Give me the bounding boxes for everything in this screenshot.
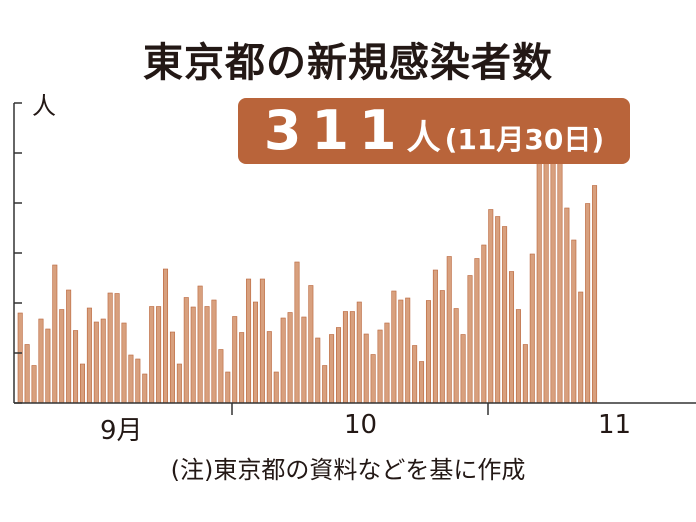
bar — [197, 285, 203, 404]
x-tick-label-sep: 9月 — [100, 416, 143, 446]
bar — [308, 285, 314, 404]
bar — [329, 334, 335, 404]
bar — [384, 322, 390, 404]
bar — [135, 358, 141, 404]
bar — [287, 312, 293, 404]
source-note: (注)東京都の資料などを基に作成 — [170, 456, 526, 484]
bar — [446, 256, 452, 404]
badge-unit: 人 — [406, 118, 441, 158]
bar — [356, 301, 362, 404]
bar — [24, 344, 30, 404]
bar — [273, 371, 279, 404]
bar — [252, 301, 258, 404]
bar — [564, 207, 570, 404]
bar — [522, 344, 528, 404]
bar — [550, 142, 556, 404]
bar — [398, 299, 404, 404]
bar — [100, 318, 106, 404]
bar — [232, 316, 238, 404]
bar — [239, 332, 245, 404]
bar — [38, 318, 44, 404]
bar — [121, 322, 127, 404]
bar — [107, 292, 113, 404]
bar — [336, 327, 342, 404]
bar — [495, 216, 501, 404]
bar — [453, 308, 459, 404]
bar — [114, 293, 120, 404]
bar — [294, 261, 300, 404]
bar — [529, 253, 535, 404]
bar — [142, 373, 148, 404]
bar — [425, 300, 431, 404]
bar — [66, 289, 72, 404]
bar — [571, 239, 577, 404]
bar — [218, 349, 224, 404]
bar — [86, 307, 92, 404]
badge-value: 311 — [263, 99, 407, 162]
bar — [225, 371, 231, 404]
bar — [322, 365, 328, 404]
bar — [536, 157, 542, 404]
bar — [363, 333, 369, 404]
bar — [543, 137, 549, 404]
bar — [515, 309, 521, 404]
latest-count-badge: 311 人 (11月30日) — [238, 98, 630, 164]
bar — [467, 275, 473, 404]
bar — [280, 317, 286, 404]
x-tick-label-nov: 11 — [598, 410, 632, 440]
bar — [211, 299, 217, 404]
y-axis-label: 人 — [32, 92, 56, 120]
bar — [17, 312, 23, 404]
bar — [52, 264, 58, 404]
bar — [266, 331, 272, 404]
bar — [502, 226, 508, 404]
bar — [585, 203, 591, 404]
bar — [432, 269, 438, 404]
badge-date: (11月30日) — [444, 123, 605, 156]
chart-title: 東京都の新規感染者数 — [143, 40, 553, 86]
bar — [474, 258, 480, 404]
bar — [377, 329, 383, 404]
bar — [93, 321, 99, 404]
bar — [45, 328, 51, 404]
bar — [59, 309, 65, 404]
bar — [169, 331, 175, 404]
bar — [391, 290, 397, 404]
bar — [419, 361, 425, 404]
bar — [405, 297, 411, 404]
bar — [557, 134, 563, 404]
bar — [183, 297, 189, 404]
bar — [592, 185, 598, 404]
bar — [176, 363, 182, 404]
bar — [31, 365, 37, 404]
bar — [246, 278, 252, 404]
bar — [509, 271, 515, 404]
bar — [412, 345, 418, 404]
bar — [73, 330, 79, 404]
bar — [149, 306, 155, 404]
bar — [370, 354, 376, 404]
bar — [315, 337, 321, 404]
bar — [349, 311, 355, 404]
chart-axes — [13, 102, 696, 415]
bar — [439, 290, 445, 404]
bar — [301, 316, 307, 404]
bar — [259, 278, 265, 404]
bar — [204, 306, 210, 404]
bar — [190, 306, 196, 404]
bar — [342, 311, 348, 404]
bar — [578, 291, 584, 404]
bar — [488, 209, 494, 404]
bar — [163, 268, 169, 404]
bar — [128, 354, 134, 404]
bar — [481, 244, 487, 404]
x-tick-label-oct: 10 — [344, 410, 378, 440]
bar-series — [17, 134, 598, 404]
bar — [156, 306, 162, 404]
bar — [79, 363, 85, 404]
bar — [460, 334, 466, 404]
